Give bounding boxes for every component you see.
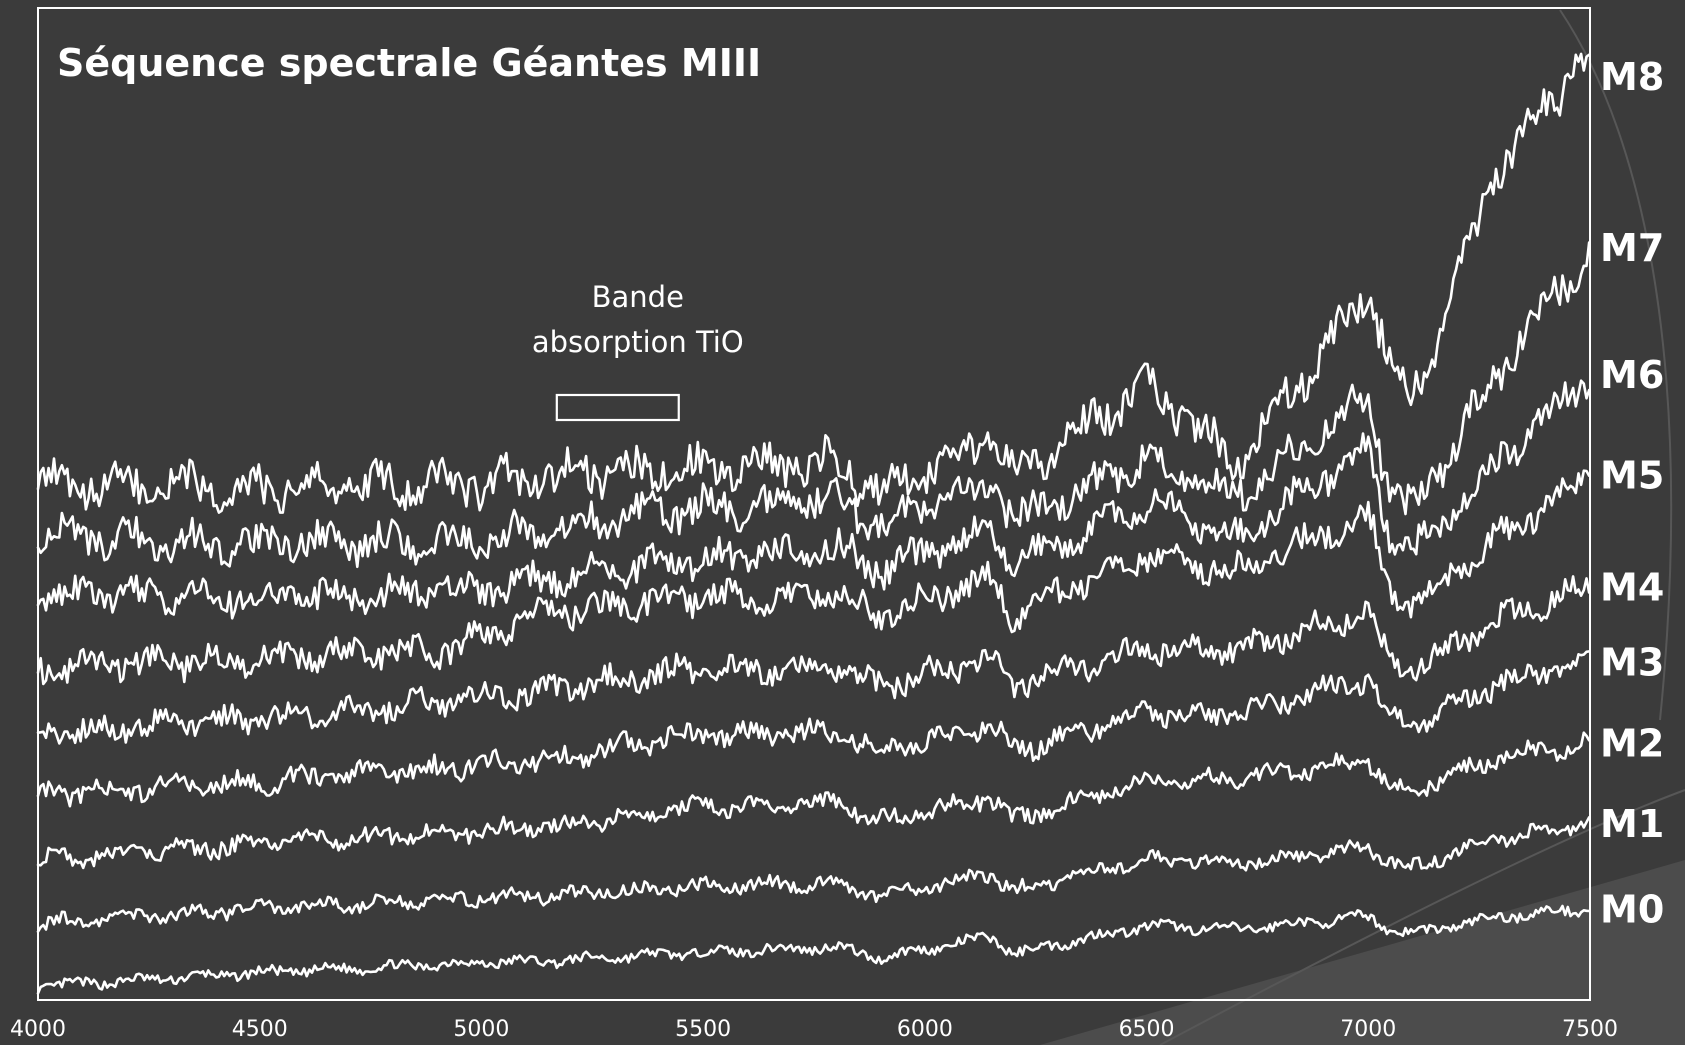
spectrum-line-m6 bbox=[36, 379, 1591, 620]
spectrum-line-m1 bbox=[36, 816, 1591, 933]
series-label-m4: M4 bbox=[1600, 566, 1664, 610]
spectrum-line-m8 bbox=[36, 52, 1591, 514]
spectrum-line-m2 bbox=[36, 731, 1591, 870]
plot-frame bbox=[37, 7, 1591, 1001]
series-label-m5: M5 bbox=[1600, 454, 1664, 498]
x-tick-label: 6500 bbox=[1119, 1017, 1175, 1042]
spectra-group bbox=[36, 52, 1591, 995]
annotation-line-2: absorption TiO bbox=[532, 325, 744, 359]
decorative-corner bbox=[1040, 860, 1685, 1045]
decorative-arc-lower bbox=[1159, 789, 1685, 1045]
annotation-line-1: Bande bbox=[592, 280, 684, 314]
series-label-m3: M3 bbox=[1600, 641, 1664, 685]
x-tick-label: 5000 bbox=[453, 1017, 509, 1042]
series-label-m1: M1 bbox=[1600, 802, 1664, 846]
decorative-arc bbox=[1559, 9, 1673, 721]
x-tick-label: 7500 bbox=[1562, 1017, 1618, 1042]
series-label-m6: M6 bbox=[1600, 353, 1664, 397]
x-tick-label: 4500 bbox=[232, 1017, 288, 1042]
spectrum-line-m4 bbox=[36, 575, 1591, 745]
series-label-m7: M7 bbox=[1600, 226, 1664, 270]
x-tick-label: 4000 bbox=[10, 1017, 66, 1042]
spectrum-line-m3 bbox=[36, 650, 1591, 808]
x-tick-label: 5500 bbox=[675, 1017, 731, 1042]
spectrum-line-m0 bbox=[36, 904, 1591, 995]
tio-band-marker bbox=[555, 393, 680, 422]
chart-title: Séquence spectrale Géantes MIII bbox=[57, 41, 761, 85]
spectrum-line-m5 bbox=[36, 469, 1591, 686]
series-label-m2: M2 bbox=[1600, 721, 1664, 765]
spectrum-line-m7 bbox=[36, 241, 1591, 569]
x-axis-ticks: 4000 4500 5000 5500 6000 6500 7000 7500 bbox=[10, 1017, 1618, 1042]
x-tick-label: 6000 bbox=[897, 1017, 953, 1042]
series-label-m8: M8 bbox=[1600, 55, 1664, 99]
x-tick-label: 7000 bbox=[1340, 1017, 1396, 1042]
series-labels: M0 M1 M2 M3 M4 M5 M6 M7 M8 bbox=[1600, 55, 1664, 931]
series-label-m0: M0 bbox=[1600, 887, 1664, 931]
